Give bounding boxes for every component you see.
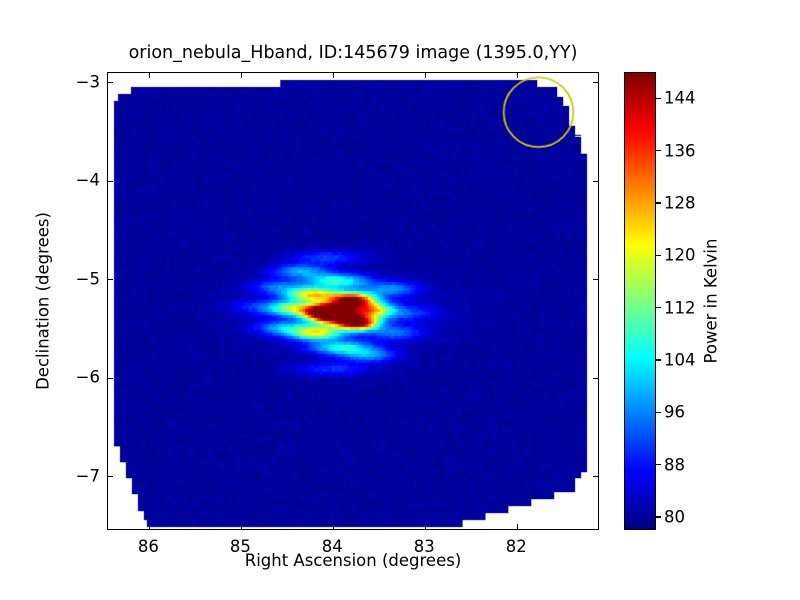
x-tick-label-83: 83: [413, 537, 435, 556]
y-tick-right--6: [593, 377, 598, 379]
x-tick-bottom-85: [240, 524, 242, 529]
x-tick-bottom-84: [332, 524, 334, 529]
y-tick-right--3: [593, 82, 598, 84]
colorbar-gradient: [625, 73, 655, 529]
colorbar-tick-label-88: 88: [664, 455, 685, 475]
x-tick-bottom-82: [516, 524, 518, 529]
colorbar-label-wrap: Power in Kelvin: [700, 72, 722, 530]
circle-annotation-overlay: [108, 73, 598, 529]
x-tick-label-86: 86: [137, 537, 159, 556]
x-tick-label-84: 84: [321, 537, 343, 556]
colorbar-tick-144: [656, 97, 661, 99]
y-tick-label--7: −7: [75, 466, 100, 486]
colorbar-tick-80: [656, 516, 661, 518]
y-tick-label--3: −3: [75, 72, 100, 92]
colorbar-tick-120: [656, 254, 661, 256]
page-title: orion_nebula_Hband, ID:145679 image (139…: [128, 43, 578, 63]
colorbar-tick-104: [656, 359, 661, 361]
colorbar-tick-label-128: 128: [664, 193, 696, 213]
y-tick-left--3: [108, 82, 113, 84]
y-axis-label-wrap: Declination (degrees): [33, 72, 53, 530]
x-tick-top-82: [516, 73, 518, 78]
colorbar[interactable]: [624, 72, 656, 530]
x-tick-bottom-83: [424, 524, 426, 529]
colorbar-tick-88: [656, 463, 661, 466]
y-tick-left--4: [108, 180, 113, 182]
colorbar-tick-label-136: 136: [664, 141, 696, 160]
colorbar-tick-96: [656, 411, 661, 413]
x-tick-bottom-86: [148, 524, 151, 529]
y-tick-right--4: [593, 180, 598, 182]
y-tick-label--4: −4: [75, 170, 100, 190]
colorbar-tick-label-96: 96: [664, 402, 685, 422]
y-tick-right--5: [593, 279, 598, 281]
colorbar-tick-label-120: 120: [664, 245, 696, 265]
y-axis-label: Declination (degrees): [33, 212, 53, 390]
colorbar-tick-label-104: 104: [664, 350, 696, 370]
x-tick-top-84: [332, 73, 334, 78]
colorbar-tick-label-144: 144: [664, 88, 696, 108]
y-tick-label--6: −6: [75, 367, 100, 387]
y-tick-right--7: [593, 476, 598, 478]
x-tick-label-82: 82: [505, 537, 527, 556]
y-tick-left--6: [108, 377, 113, 379]
x-tick-top-83: [424, 73, 426, 78]
image-axes[interactable]: [107, 72, 599, 530]
colorbar-tick-112: [656, 306, 661, 309]
x-tick-top-86: [148, 73, 151, 78]
x-tick-top-85: [240, 73, 242, 78]
x-tick-label-85: 85: [229, 537, 251, 556]
x-axis-label: Right Ascension (degrees): [244, 551, 462, 570]
y-tick-label--5: −5: [75, 269, 100, 289]
colorbar-tick-136: [656, 149, 661, 152]
colorbar-tick-label-80: 80: [664, 507, 685, 527]
colorbar-tick-label-112: 112: [664, 298, 696, 318]
colorbar-tick-128: [656, 202, 661, 204]
y-tick-left--5: [108, 279, 113, 281]
colorbar-label: Power in Kelvin: [701, 238, 721, 364]
y-tick-left--7: [108, 476, 113, 478]
